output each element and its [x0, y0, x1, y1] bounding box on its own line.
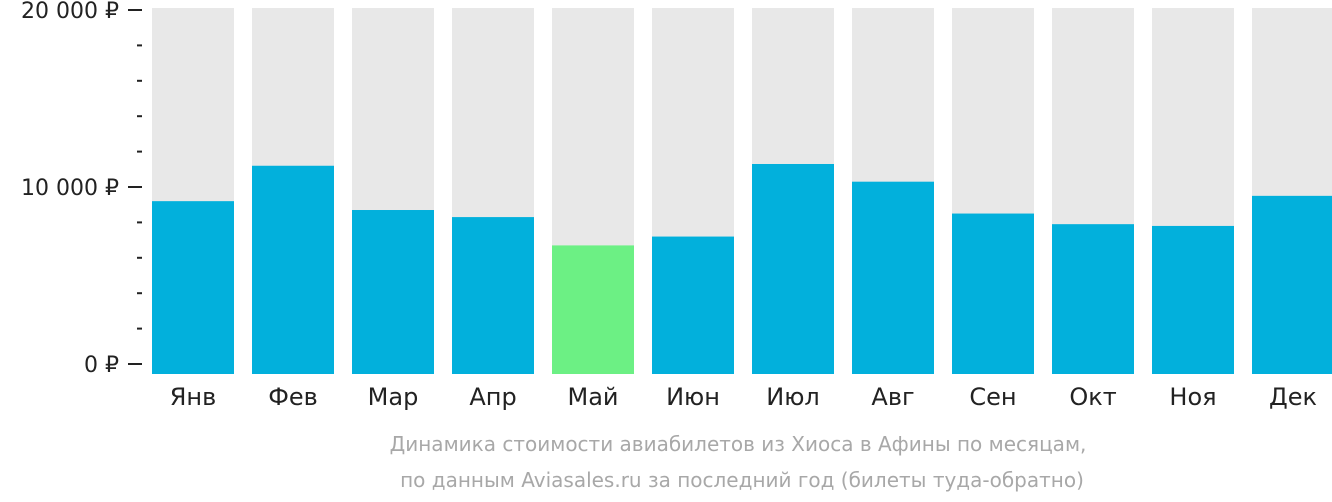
x-tick-label: Апр: [469, 383, 516, 411]
bars: [152, 163, 1332, 374]
bar-cheapest[interactable]: [552, 245, 634, 374]
x-tick-label: Дек: [1269, 383, 1317, 411]
caption-line-1: Динамика стоимости авиабилетов из Хиоса …: [390, 432, 1087, 456]
bar[interactable]: [152, 201, 234, 374]
x-tick-label: Авг: [871, 383, 914, 411]
bar[interactable]: [752, 163, 834, 374]
bar[interactable]: [1052, 224, 1134, 374]
bar[interactable]: [652, 236, 734, 374]
bar[interactable]: [352, 210, 434, 374]
x-tick-label: Июн: [666, 383, 720, 411]
bar[interactable]: [1252, 195, 1332, 374]
x-tick-label: Май: [567, 383, 618, 411]
x-tick-label: Фев: [268, 383, 318, 411]
y-tick-label: 20 000 ₽: [21, 0, 119, 24]
x-tick-label: Мар: [368, 383, 419, 411]
y-tick-label: 10 000 ₽: [21, 176, 119, 201]
x-tick-label: Окт: [1069, 383, 1116, 411]
bar[interactable]: [1152, 225, 1234, 374]
y-tick-label: 0 ₽: [84, 353, 119, 378]
chart-caption: Динамика стоимости авиабилетов из Хиоса …: [390, 432, 1087, 492]
bar[interactable]: [252, 165, 334, 374]
x-tick-label: Июл: [766, 383, 820, 411]
x-tick-label: Янв: [170, 383, 217, 411]
bar[interactable]: [852, 181, 934, 374]
x-tick-label: Ноя: [1169, 383, 1216, 411]
x-axis: Янв Фев Мар Апр Май Июн Июл Авг Сен Окт Ноя Дек: [170, 383, 1317, 411]
bar[interactable]: [452, 217, 534, 374]
bar[interactable]: [952, 213, 1034, 374]
y-axis: 0 ₽ 10 000 ₽ 20 000 ₽: [21, 0, 142, 378]
caption-line-2: по данным Aviasales.ru за последний год …: [400, 468, 1084, 492]
x-tick-label: Сен: [969, 383, 1016, 411]
